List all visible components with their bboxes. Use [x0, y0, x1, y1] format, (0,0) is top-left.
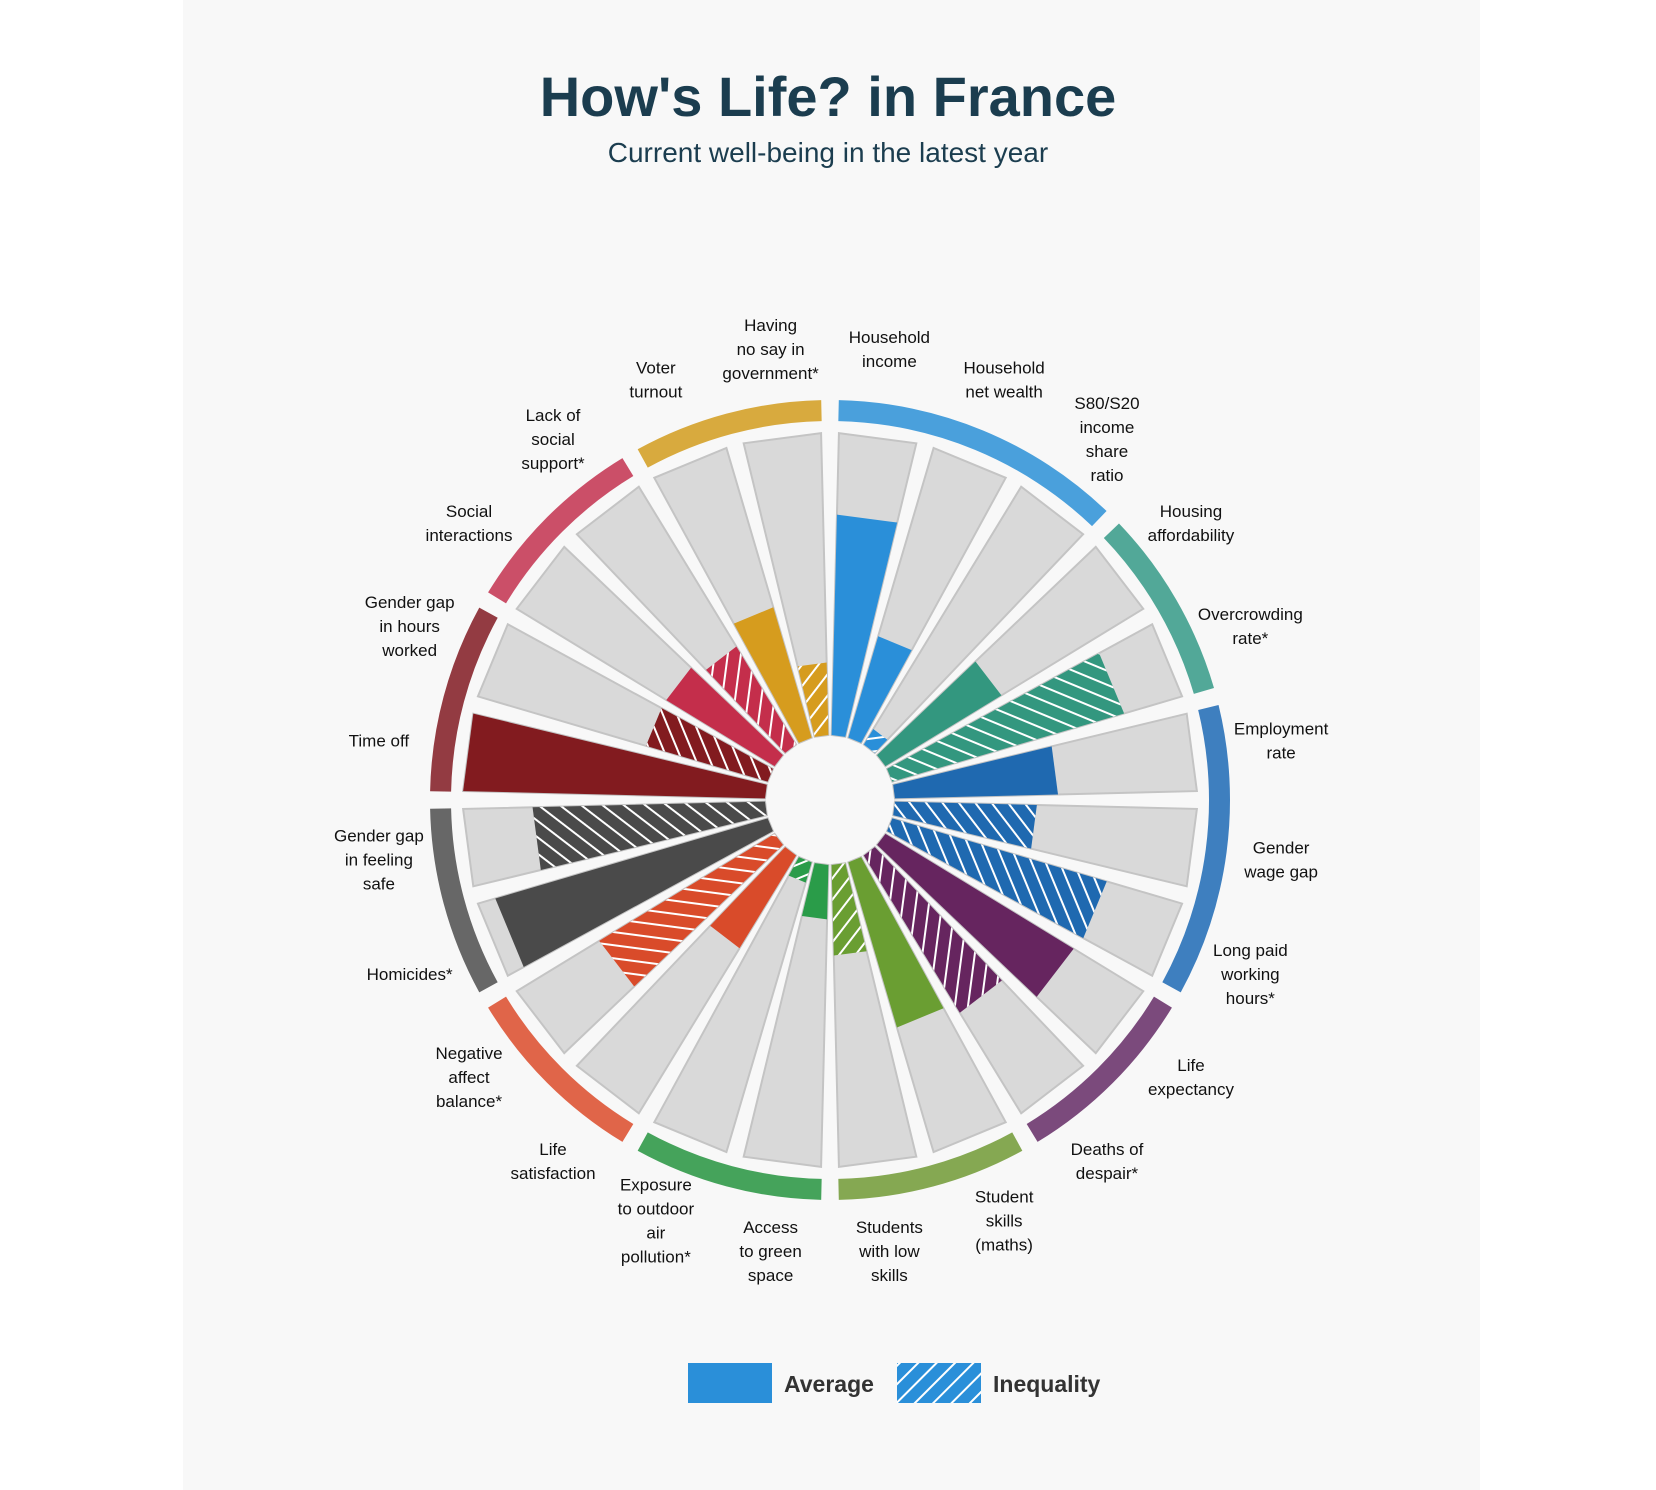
bar-hatch-work-1 — [893, 801, 1037, 849]
bar-value-income-0 — [831, 514, 898, 737]
ring-work — [1162, 704, 1230, 993]
indicator-label-work-1: Gender wage gap — [1243, 838, 1318, 881]
indicator-label-knowledge-0: Student skills (maths) — [975, 1187, 1034, 1254]
ring-social — [488, 458, 634, 604]
legend-average-swatch — [688, 1363, 772, 1403]
bar-value-social-0 — [666, 667, 783, 767]
page-subtitle: Current well-being in the latest year — [607, 137, 1049, 168]
bar-hatch-safety-1 — [532, 801, 767, 870]
bar-hatch-knowledge-1 — [831, 863, 867, 956]
indicator-label-safety-0: Homicides* — [367, 965, 453, 984]
legend-inequality-label: Inequality — [993, 1371, 1101, 1397]
bar-value-environment-0 — [801, 863, 829, 920]
ring-knowledge — [838, 1132, 1023, 1200]
indicator-label-housing-0: Housing affordability — [1148, 502, 1235, 545]
indicator-label-income-0: Household income — [849, 328, 930, 371]
indicator-label-income-1: Household net wealth — [963, 359, 1044, 402]
indicator-label-work-2: Long paid working hours* — [1213, 941, 1288, 1008]
bar-value-subjective-0 — [710, 847, 797, 949]
ring-safety — [430, 808, 498, 993]
indicator-label-work-0: Employment rate — [1234, 720, 1329, 763]
bar-hatch-civic-1 — [797, 662, 829, 737]
indicator-label-social-1: Lack of social support* — [521, 406, 585, 473]
legend-average-label: Average — [784, 1371, 874, 1397]
page-title: How's Life? in France — [539, 65, 1117, 128]
bar-value-civic-0 — [733, 607, 812, 743]
bar-value-safety-0 — [495, 818, 773, 968]
indicator-label-worklife-1: Gender gap in hours worked — [365, 593, 455, 660]
indicator-label-social-0: Social interactions — [426, 502, 513, 545]
ring-civic — [637, 400, 822, 468]
chart-panel — [183, 0, 1480, 1490]
indicator-label-income-2: S80/S20 income share ratio — [1074, 394, 1139, 485]
bar-hatch-work-2 — [887, 818, 1107, 939]
bar-value-income-1 — [848, 636, 912, 743]
ring-health — [1026, 996, 1172, 1142]
indicator-label-environment-1: Exposure to outdoor air pollution* — [618, 1175, 695, 1266]
ring-worklife — [430, 607, 498, 792]
indicator-label-subjective-1: Negative affect balance* — [435, 1044, 502, 1111]
bar-hatch-subjective-1 — [599, 833, 783, 987]
indicator-label-worklife-0: Time off — [349, 732, 410, 751]
bar-background-environment-0 — [742, 862, 830, 1169]
indicator-label-safety-1: Gender gap in feeling safe — [334, 826, 424, 893]
bar-background-income-2 — [862, 485, 1085, 755]
indicator-label-environment-0: Access to green space — [739, 1218, 801, 1285]
bar-hatch-health-1 — [863, 847, 1002, 1013]
indicator-label-civic-0: Voter turnout — [629, 359, 682, 402]
bar-hatch-income-2 — [863, 729, 888, 753]
labels-group: Household income Household net wealth S80/S2… — [334, 316, 1329, 1285]
bar-value-knowledge-0 — [848, 857, 944, 1028]
ring-housing — [1103, 523, 1214, 694]
ring-income — [838, 400, 1107, 527]
indicator-label-housing-1: Overcrowding rate* — [1198, 605, 1303, 648]
indicator-label-civic-1: Having no say in government* — [722, 316, 819, 383]
ring-environment — [637, 1132, 822, 1200]
indicator-label-health-0: Life expectancy — [1148, 1056, 1234, 1099]
bar-value-work-0 — [893, 746, 1059, 799]
ring-subjective — [488, 996, 634, 1142]
bars-group — [461, 431, 1199, 1169]
bar-hatch-housing-1 — [887, 653, 1125, 782]
legend: Average Inequality — [688, 1363, 1101, 1403]
rings-group — [430, 400, 1230, 1200]
indicator-label-knowledge-1: Students with low skills — [856, 1218, 923, 1285]
bar-hatch-social-1 — [706, 646, 797, 753]
bar-value-health-0 — [877, 833, 1074, 997]
indicator-label-health-1: Deaths of despair* — [1071, 1140, 1144, 1183]
legend-inequality-hatch — [897, 1363, 981, 1403]
bar-hatch-environment-1 — [788, 857, 812, 883]
bar-background-environment-1 — [652, 855, 813, 1154]
bar-hatch-worklife-1 — [645, 708, 773, 782]
indicator-label-subjective-0: Life satisfaction — [510, 1140, 595, 1183]
bar-value-worklife-0 — [463, 713, 767, 799]
bar-value-housing-0 — [877, 661, 1002, 767]
